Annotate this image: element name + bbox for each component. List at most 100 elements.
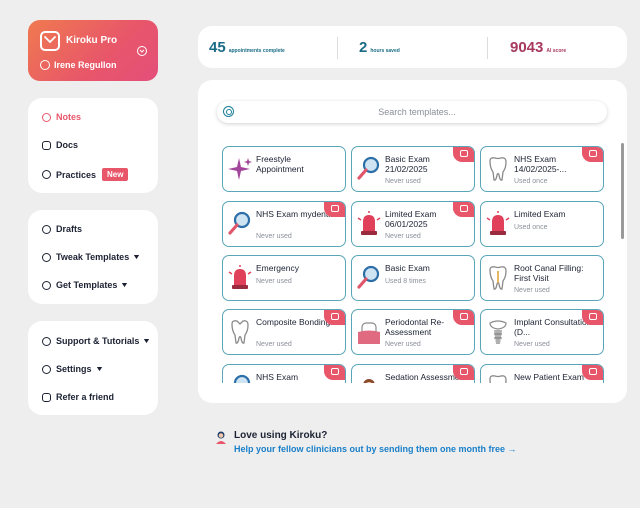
stat-appointments: 45 appointments complete bbox=[209, 39, 285, 56]
promo-title: Love using Kiroku? bbox=[234, 430, 328, 441]
template-card[interactable]: Emergency Never used bbox=[222, 255, 346, 301]
gum-icon bbox=[356, 318, 382, 346]
stat-ai-score: 9043 AI score bbox=[510, 39, 566, 56]
template-usage: Never used bbox=[385, 341, 421, 348]
tooth-chipped-icon bbox=[227, 318, 253, 346]
template-card[interactable]: Implant Consultation (D... Never used bbox=[480, 309, 604, 355]
help-icon bbox=[42, 336, 51, 346]
nav-label: Tweak Templates bbox=[56, 252, 130, 262]
template-card[interactable]: NHS Exam 14/02/2025-... Used once bbox=[480, 146, 604, 192]
chat-flag-icon[interactable] bbox=[582, 310, 603, 325]
search-bar[interactable] bbox=[217, 101, 607, 123]
brand-name: Kiroku Pro bbox=[66, 35, 118, 46]
template-title: Basic Exam 21/02/2025 bbox=[385, 154, 430, 174]
template-card[interactable]: Root Canal Filling: First Visit Never use… bbox=[480, 255, 604, 301]
nav-label: Drafts bbox=[56, 224, 83, 234]
divider bbox=[487, 37, 488, 59]
template-card[interactable]: Periodontal Re-Assessment Never used bbox=[351, 309, 475, 355]
template-card[interactable]: Basic Exam 21/02/2025 Never used bbox=[351, 146, 475, 192]
siren-icon bbox=[356, 210, 382, 238]
scrollbar[interactable] bbox=[621, 143, 624, 239]
nav-support: Support & Tutorials ▼ Settings ▼ Refer a… bbox=[28, 321, 158, 415]
chat-flag-icon[interactable] bbox=[324, 310, 345, 325]
stat-value: 9043 bbox=[510, 39, 544, 56]
template-title: Limited Exam 06/01/2025 bbox=[385, 209, 437, 229]
template-usage: Used once bbox=[514, 224, 548, 231]
user-icon bbox=[40, 60, 50, 70]
search-icon bbox=[223, 106, 234, 117]
nav-label: Settings bbox=[56, 364, 92, 374]
template-usage: Used 8 times bbox=[385, 278, 426, 285]
template-usage: Never used bbox=[256, 278, 292, 285]
chat-icon bbox=[42, 392, 51, 402]
magnifier-icon bbox=[227, 373, 253, 383]
nav-primary: Notes Docs Practices New bbox=[28, 98, 158, 193]
user-circle-icon bbox=[42, 112, 51, 122]
template-card[interactable]: New Patient Exam (Rajul) bbox=[480, 364, 604, 383]
chat-flag-icon[interactable] bbox=[582, 147, 603, 162]
chat-flag-icon[interactable] bbox=[324, 365, 345, 380]
nav-item-drafts[interactable]: Drafts bbox=[42, 224, 82, 234]
chevron-down-icon: ▼ bbox=[142, 337, 152, 345]
profile-card[interactable]: Kiroku Pro Irene Regullon bbox=[28, 20, 158, 81]
draft-icon bbox=[42, 224, 51, 234]
chevron-down-icon: ▼ bbox=[94, 365, 104, 373]
nav-item-settings[interactable]: Settings ▼ bbox=[42, 364, 104, 374]
template-usage: Never used bbox=[385, 178, 421, 185]
plus-circle-icon bbox=[42, 170, 51, 179]
template-card[interactable]: Freestyle Appointment bbox=[222, 146, 346, 192]
template-usage: Used once bbox=[514, 178, 548, 185]
template-title: Composite Bonding... bbox=[256, 317, 338, 327]
template-card[interactable]: Limited Exam Used once bbox=[480, 201, 604, 247]
chat-flag-icon[interactable] bbox=[453, 365, 474, 380]
nav-item-notes[interactable]: Notes bbox=[42, 112, 81, 122]
template-card[interactable]: NHS Exam mydentist Never used bbox=[222, 201, 346, 247]
doctor-icon bbox=[216, 431, 226, 444]
profile-toggle-icon[interactable] bbox=[137, 46, 147, 56]
magnifier-icon bbox=[356, 264, 382, 292]
search-input[interactable] bbox=[237, 104, 597, 120]
template-title: NHS Exam mydentist bbox=[256, 209, 337, 219]
referral-link[interactable]: Help your fellow clinicians out by sendi… bbox=[234, 444, 517, 454]
doc-icon bbox=[42, 140, 51, 150]
tooth-icon bbox=[485, 373, 511, 383]
nav-item-practices[interactable]: Practices New bbox=[42, 168, 129, 181]
nav-item-support[interactable]: Support & Tutorials ▼ bbox=[42, 336, 152, 346]
magnifier-icon bbox=[227, 210, 253, 238]
template-title: Freestyle Appointment bbox=[256, 154, 304, 174]
chat-flag-icon[interactable] bbox=[453, 310, 474, 325]
nav-tools: Drafts Tweak Templates ▼ Get Templates ▼ bbox=[28, 210, 158, 304]
nav-item-get-templates[interactable]: Get Templates ▼ bbox=[42, 280, 129, 290]
stats-card bbox=[198, 26, 627, 68]
nav-item-refer[interactable]: Refer a friend bbox=[42, 392, 114, 402]
new-badge: New bbox=[102, 168, 129, 181]
template-card[interactable]: NHS Exam 03/07/2024 bbox=[222, 364, 346, 383]
template-card[interactable]: Basic Exam Used 8 times bbox=[351, 255, 475, 301]
chat-flag-icon[interactable] bbox=[453, 202, 474, 217]
template-card[interactable]: Sedation Assessment bbox=[351, 364, 475, 383]
edit-circle-icon bbox=[42, 252, 51, 262]
template-title: Implant Consultation (D... bbox=[514, 317, 592, 337]
template-title: Emergency bbox=[256, 263, 299, 273]
nav-item-docs[interactable]: Docs bbox=[42, 140, 78, 150]
stat-hours: 2 hours saved bbox=[359, 39, 400, 56]
template-title: NHS Exam 03/07/2024 bbox=[256, 372, 299, 383]
stat-label: appointments complete bbox=[228, 48, 285, 54]
chat-flag-icon[interactable] bbox=[582, 365, 603, 380]
nav-label: Refer a friend bbox=[56, 392, 115, 402]
root-canal-icon bbox=[485, 264, 511, 292]
download-icon bbox=[42, 280, 51, 290]
chat-flag-icon[interactable] bbox=[324, 202, 345, 217]
stat-label: hours saved bbox=[370, 48, 400, 54]
template-title: NHS Exam 14/02/2025-... bbox=[514, 154, 567, 174]
template-title: Root Canal Filling: First Visit bbox=[514, 263, 584, 283]
nav-item-tweak-templates[interactable]: Tweak Templates ▼ bbox=[42, 252, 141, 262]
chat-flag-icon[interactable] bbox=[453, 147, 474, 162]
stat-value: 45 bbox=[209, 39, 226, 56]
implant-icon bbox=[485, 318, 511, 346]
stat-label: AI score bbox=[546, 48, 567, 54]
template-card[interactable]: Limited Exam 06/01/2025 Never used bbox=[351, 201, 475, 247]
template-title: Periodontal Re-Assessment bbox=[385, 317, 445, 337]
template-card[interactable]: Composite Bonding... Never used bbox=[222, 309, 346, 355]
nav-label: Notes bbox=[56, 112, 82, 122]
